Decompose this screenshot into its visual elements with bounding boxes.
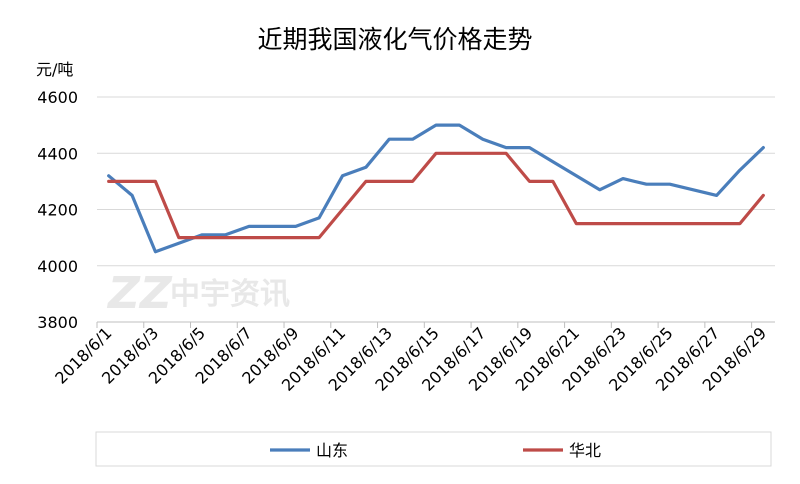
legend-box [95, 431, 772, 467]
y-axis-label: 元/吨 [36, 60, 73, 79]
series-line-1 [107, 123, 765, 254]
watermark-logo: ZZ 中宇资讯 [106, 268, 290, 319]
watermark-text: 中宇资讯 [170, 277, 290, 312]
legend: 山东 华北 [270, 441, 601, 460]
y-tick-label: 4600 [37, 88, 78, 107]
y-tick-label: 4200 [37, 201, 78, 220]
grid-lines [97, 96, 775, 267]
watermark-logo-mark: ZZ [106, 268, 173, 319]
y-tick-label: 4400 [37, 144, 78, 163]
y-tick-label: 3800 [37, 313, 78, 332]
legend-label: 华北 [569, 441, 601, 460]
x-axis: 2018/6/12018/6/32018/6/52018/6/72018/6/9… [51, 321, 775, 395]
y-tick-label: 4000 [37, 257, 78, 276]
legend-label: 山东 [316, 441, 348, 460]
series-lines [107, 123, 765, 254]
y-axis-ticks: 3800 4000 4200 4400 4600 [37, 88, 78, 332]
chart-title: 近期我国液化气价格走势 [257, 25, 532, 54]
series-line-2 [107, 151, 765, 240]
